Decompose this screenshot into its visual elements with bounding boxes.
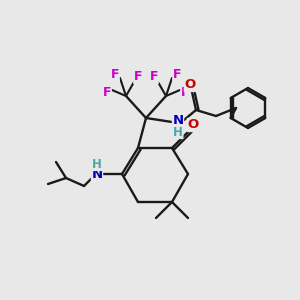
Text: F: F [150, 70, 158, 83]
Text: H: H [173, 125, 183, 139]
Text: F: F [173, 68, 181, 82]
Text: F: F [134, 70, 142, 83]
Text: N: N [172, 115, 184, 128]
Text: F: F [111, 68, 119, 82]
Text: O: O [188, 118, 199, 131]
Text: N: N [92, 169, 103, 182]
Text: H: H [92, 158, 102, 170]
Text: F: F [103, 85, 111, 98]
Text: F: F [181, 85, 189, 98]
Text: O: O [184, 79, 196, 92]
